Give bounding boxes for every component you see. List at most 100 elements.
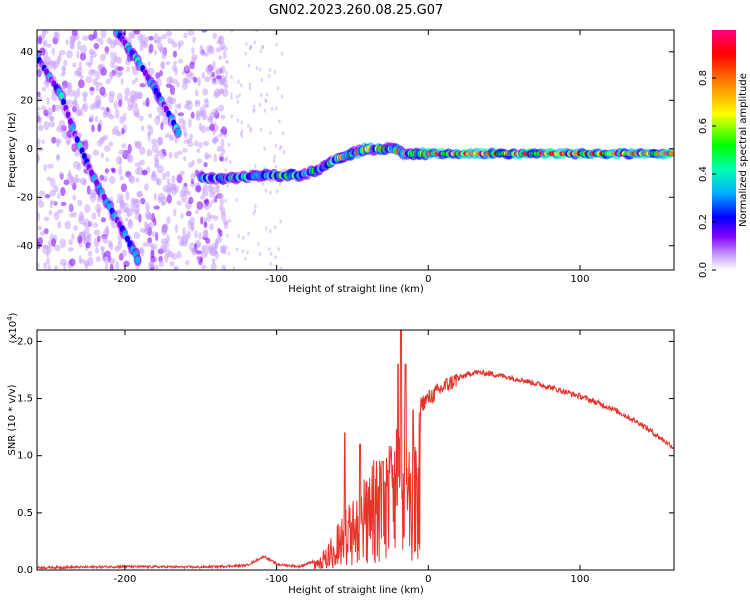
spectrogram-noise-blob (177, 150, 183, 155)
spectrogram-noise-blob (150, 261, 154, 269)
spectrogram-noise-blob (38, 196, 42, 204)
spectrogram-noise-blob (100, 152, 105, 159)
spectrogram-noise-blob (104, 263, 109, 270)
spectrogram-noise-blob (176, 200, 182, 206)
spectrogram-noise-blob (132, 68, 139, 76)
spectrogram-noise-blob (244, 51, 247, 56)
spectrogram-noise-blob (218, 104, 225, 112)
spectrogram-noise-blob (201, 30, 208, 33)
spectrogram-noise-blob (157, 196, 162, 203)
spectrogram-noise-blob (224, 168, 227, 173)
spectrogram-noise-blob (95, 85, 99, 92)
spectrogram-noise-blob (279, 266, 283, 270)
spectrogram-noise-blob (223, 221, 229, 230)
spectrogram-noise-blob (143, 221, 149, 229)
spectrogram-noise-blob (113, 51, 117, 61)
spectrogram-noise-blob (281, 131, 285, 136)
spectrogram-noise-blob (178, 58, 183, 64)
spectrogram-noise-blob (69, 258, 76, 267)
spectrogram-noise-blob (90, 69, 97, 74)
spectrogram-noise-blob (41, 86, 46, 92)
spectrogram-noise-blob (120, 202, 126, 208)
spectrogram-noise-blob (42, 244, 49, 249)
spectrogram-noise-blob (258, 102, 262, 107)
spectrogram-noise-blob (37, 153, 40, 163)
spectrogram-noise-blob (232, 266, 235, 270)
spectrogram-noise-blob (37, 95, 42, 103)
spectrogram-noise-blob (56, 154, 60, 162)
spectrogram-noise-blob (167, 251, 175, 258)
spectrogram-y-ticks: -40 -20 0 20 40 (17, 47, 674, 252)
spectrogram-noise-blob (89, 114, 95, 123)
spectrogram-noise-blob (89, 221, 94, 227)
spectrogram-noise-blob (47, 264, 51, 270)
spectrogram-noise-blob (174, 266, 178, 270)
spectrogram-noise-blob (273, 155, 276, 160)
spectrogram-noise-blob (230, 114, 233, 119)
spectrogram-y-tick-label: -40 (17, 241, 33, 252)
spectrogram-noise-blob (103, 175, 108, 182)
spectrogram-noise-blob (100, 53, 106, 62)
spectrogram-noise-blob (79, 44, 87, 55)
spectrogram-noise-blob (93, 229, 101, 236)
spectrogram-noise-blob (92, 149, 99, 156)
spectrogram-noise-blob (51, 136, 57, 144)
spectrogram-noise-blob (269, 130, 272, 135)
spectrogram-noise-blob (204, 204, 210, 210)
colorbar-tick-label: 0.2 (698, 214, 709, 230)
spectrogram-noise-blob (114, 130, 121, 137)
spectrogram-noise-blob (140, 125, 145, 132)
spectrogram-noise-blob (104, 225, 110, 236)
spectrogram-noise-blob (199, 106, 204, 116)
spectrogram-noise-blob (217, 192, 224, 200)
spectrogram-noise-blob (43, 109, 49, 117)
spectrogram-noise-blob (196, 158, 203, 164)
colorbar-tick-label: 0.0 (698, 262, 709, 278)
spectrogram-noise-blob (203, 221, 208, 229)
spectrogram-noise-blob (37, 236, 44, 246)
spectrogram-noise-blob (215, 75, 222, 80)
spectrogram-noise-blob (202, 187, 206, 198)
spectrogram-noise-blob (46, 163, 54, 169)
spectrogram-noise-blob (83, 218, 90, 228)
spectrogram-noise-blob (162, 184, 169, 193)
spectrogram-noise-blob (131, 79, 136, 85)
spectrogram-noise-blob (139, 227, 147, 233)
spectrogram-noise-blob (85, 75, 93, 84)
spectrogram-noise-blob (215, 47, 222, 53)
spectrogram-noise-blob (45, 43, 52, 48)
spectrogram-noise-blob (220, 65, 226, 74)
spectrogram-noise-blob (96, 235, 101, 243)
spectrogram-noise-blob (260, 93, 263, 98)
snr-panel: -200 -100 0 100 0.0 0.5 1.0 1.5 2.0 Height of s… (6, 312, 675, 596)
spectrogram-noise-blob (69, 212, 74, 218)
spectrogram-noise-blob (44, 194, 51, 199)
spectrogram-noise-blob (160, 61, 166, 70)
spectrogram-noise-blob (37, 115, 42, 125)
snr-x-label: Height of straight line (km) (288, 585, 424, 596)
spectrogram-noise-blob (220, 45, 228, 52)
spectrogram-noise-blob (247, 123, 250, 128)
spectrogram-noise-blob (174, 224, 179, 234)
spectrogram-ridge-blob (65, 111, 71, 119)
spectrogram-noise-blob (274, 164, 277, 169)
spectrogram-noise-blob (73, 70, 81, 77)
spectrogram-noise-blob (66, 99, 74, 108)
spectrogram-noise-blob (227, 142, 231, 147)
spectrogram-noise-blob (169, 261, 175, 267)
spectrogram-noise-blob (68, 169, 72, 178)
spectrogram-noise-blob (139, 115, 144, 122)
spectrogram-noise-blob (154, 264, 159, 270)
spectrogram-noise-blob (54, 244, 61, 252)
spectrogram-noise-blob (108, 257, 116, 265)
spectrogram-noise-blob (53, 211, 60, 221)
spectrogram-noise-blob (109, 39, 116, 49)
spectrogram-noise-blob (183, 132, 188, 139)
spectrogram-noise-blob (224, 74, 228, 79)
spectrogram-noise-blob (136, 92, 142, 99)
spectrogram-noise-blob (156, 164, 164, 174)
spectrogram-noise-blob (225, 70, 228, 75)
spectrogram-noise-blob (77, 40, 81, 51)
spectrogram-noise-blob (132, 106, 140, 117)
spectrogram-noise-blob (196, 148, 201, 153)
